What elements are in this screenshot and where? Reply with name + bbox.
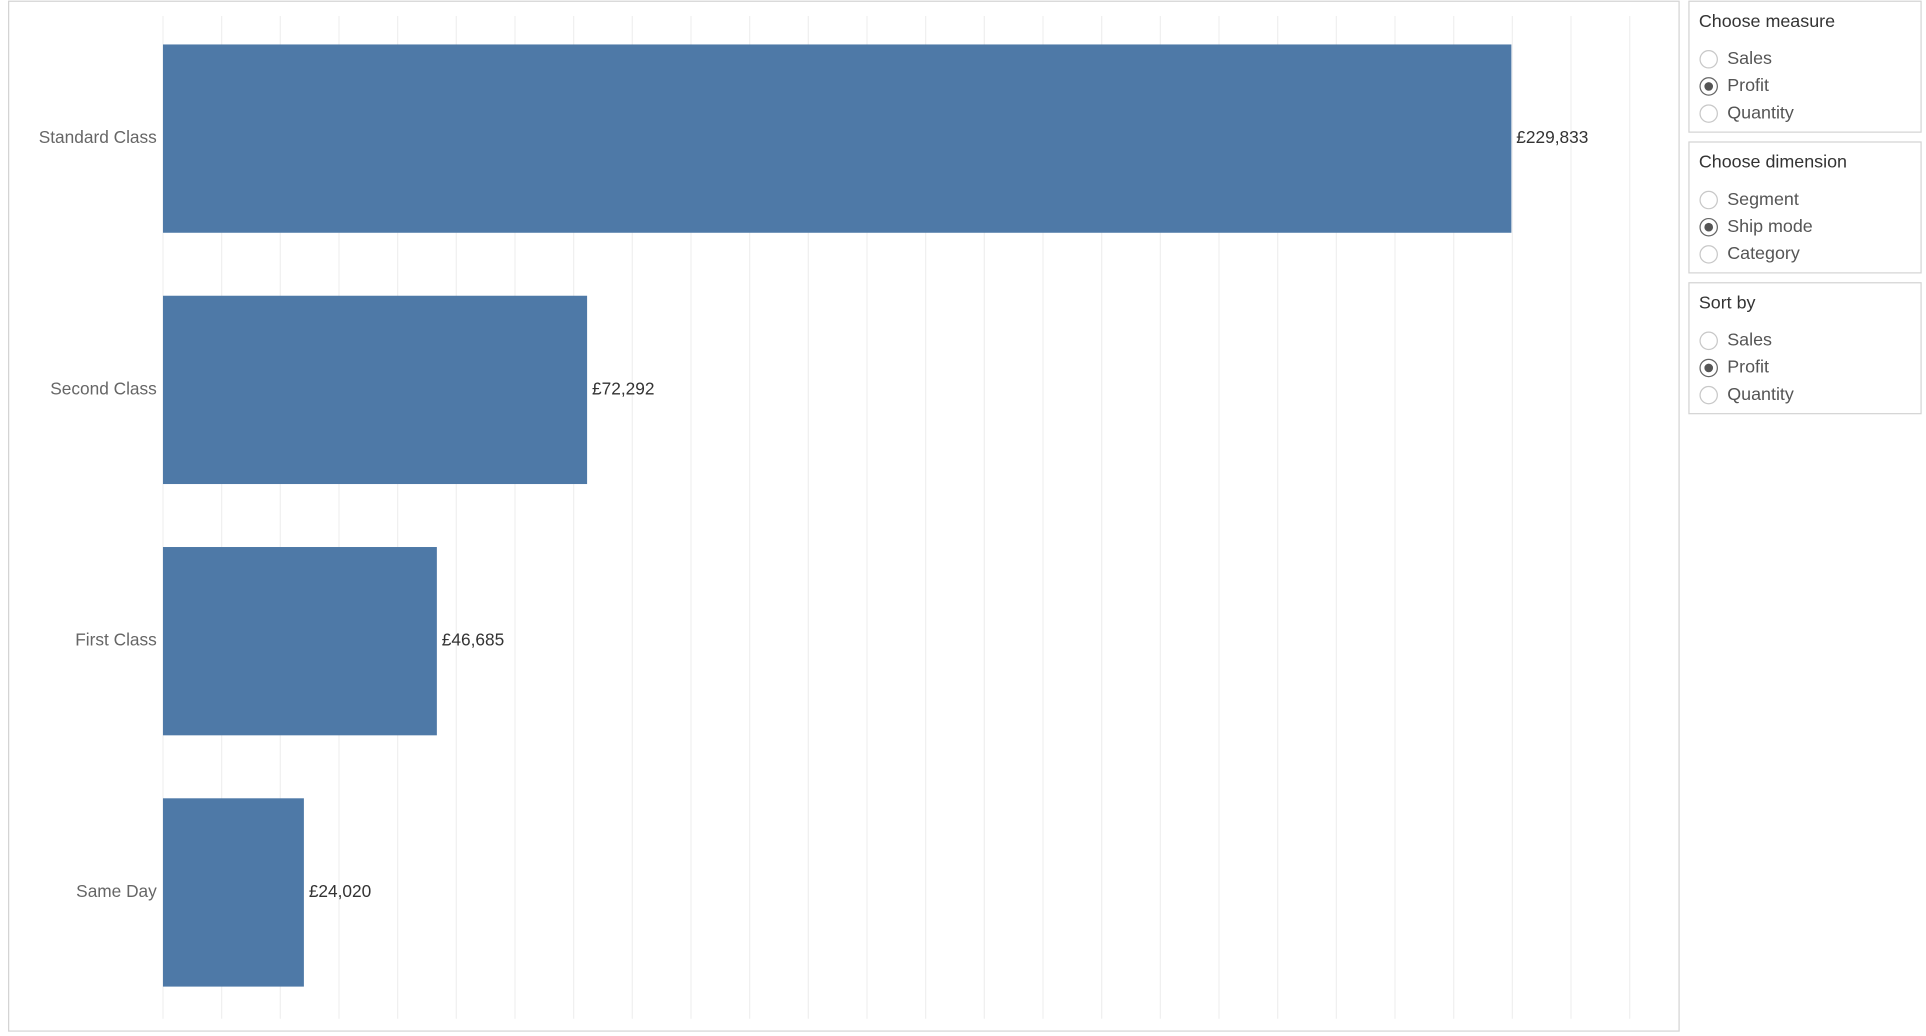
bar: [162, 798, 304, 987]
radio-button[interactable]: [1699, 190, 1718, 210]
value-label: £72,292: [592, 378, 654, 398]
radio-option[interactable]: Category: [1699, 243, 1800, 264]
radio-label[interactable]: Ship mode: [1727, 216, 1813, 236]
radio-label[interactable]: Profit: [1727, 357, 1769, 377]
panel-frame: [1688, 0, 1922, 133]
value-label: £24,020: [309, 881, 371, 901]
radio-option[interactable]: Ship mode: [1699, 216, 1813, 237]
category-label: Same Day: [76, 881, 157, 901]
panel-title: Choose dimension: [1699, 152, 1847, 172]
radio-dot[interactable]: [1704, 222, 1714, 232]
bar: [162, 44, 1512, 233]
radio-button[interactable]: [1699, 104, 1718, 123]
radio-option[interactable]: Profit: [1699, 75, 1769, 96]
category-label: Standard Class: [39, 127, 157, 147]
radio-button[interactable]: [1699, 245, 1718, 264]
controls: Choose measureSalesProfitQuantityChoose …: [1688, 0, 1922, 415]
radio-option[interactable]: Sales: [1699, 48, 1772, 69]
radio-label[interactable]: Sales: [1727, 330, 1772, 350]
category-label: Second Class: [50, 378, 157, 398]
radio-button[interactable]: [1699, 331, 1718, 351]
panel-frame: [1688, 141, 1922, 274]
radio-option[interactable]: Profit: [1699, 357, 1769, 378]
bar: [162, 547, 437, 736]
radio-label[interactable]: Profit: [1727, 75, 1769, 95]
radio-label[interactable]: Quantity: [1727, 384, 1794, 404]
radio-label[interactable]: Category: [1727, 243, 1800, 263]
panel-title: Sort by: [1699, 292, 1756, 312]
radio-label[interactable]: Quantity: [1727, 102, 1794, 122]
panel-title: Choose measure: [1699, 11, 1835, 31]
radio-option[interactable]: Quantity: [1699, 102, 1794, 123]
radio-button[interactable]: [1699, 385, 1718, 405]
panel-frame: [1688, 282, 1922, 415]
radio-option[interactable]: Quantity: [1699, 384, 1794, 405]
value-label: £46,685: [442, 630, 504, 650]
radio-label[interactable]: Segment: [1727, 189, 1799, 209]
radio-button[interactable]: [1699, 50, 1718, 69]
radio-dot[interactable]: [1704, 82, 1714, 91]
control-panel: Choose measure Sales Profit Quantity: [1688, 0, 1922, 133]
bar: [162, 295, 588, 485]
radio-option[interactable]: Segment: [1699, 189, 1799, 210]
bars: Standard Class £229,833 Second Class £72,29…: [39, 44, 1588, 987]
value-label: £229,833: [1516, 127, 1588, 147]
radio-dot[interactable]: [1704, 363, 1714, 373]
control-panel: Sort by Sales Profit Quantity: [1688, 282, 1922, 415]
control-panel: Choose dimension Segment Ship mode Category: [1688, 141, 1922, 274]
category-label: First Class: [75, 630, 157, 650]
radio-option[interactable]: Sales: [1699, 330, 1772, 351]
radio-label[interactable]: Sales: [1727, 48, 1772, 68]
